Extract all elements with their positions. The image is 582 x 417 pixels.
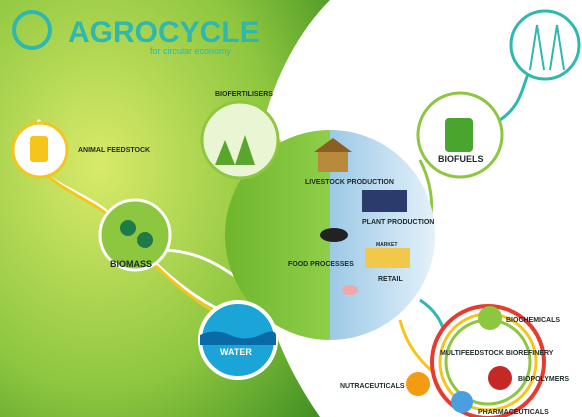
node-label: NUTRACEUTICALS [340, 383, 405, 390]
biopolymer-icon [488, 366, 512, 390]
node-label: MARKET [376, 242, 397, 248]
market [365, 248, 410, 268]
power-circle [511, 11, 579, 79]
canister [445, 118, 473, 152]
node-label: WATER [220, 347, 252, 357]
biochem-icon [478, 306, 502, 330]
node-label: PHARMACEUTICALS [478, 409, 549, 416]
node-label: LIVESTOCK PRODUCTION [305, 179, 394, 186]
node-label: ANIMAL FEEDSTOCK [78, 147, 150, 154]
logo-subtitle: for circular economy [150, 46, 232, 56]
nutra-icon [406, 372, 430, 396]
biofert-circle [202, 102, 278, 178]
barn [318, 150, 348, 172]
node-label: BIOFUELS [438, 154, 484, 164]
factory [362, 190, 407, 212]
pharma-icon [451, 391, 473, 413]
biomass-icon [120, 220, 136, 236]
node-label: BIOFERTILISERS [215, 91, 273, 98]
infographic: AGROCYCLE for circular economy BIOFERTIL… [0, 0, 582, 417]
node-label: FOOD PROCESSES [288, 261, 354, 268]
pig [342, 285, 358, 295]
node-label: BIOPOLYMERS [518, 376, 569, 383]
node-label: MULTIFEEDSTOCK BIOREFINERY [440, 350, 554, 357]
logo-title: AGROCYCLE [68, 16, 260, 49]
biomass-icon [137, 232, 153, 248]
page: AGROCYCLE for circular economy BIOFERTIL… [0, 0, 582, 417]
node-label: BIOCHEMICALS [506, 317, 560, 324]
node-label: PLANT PRODUCTION [362, 219, 434, 226]
cow [320, 228, 348, 242]
feed-icon [30, 136, 48, 162]
node-label: RETAIL [378, 276, 403, 283]
node-label: BIOMASS [110, 259, 152, 269]
